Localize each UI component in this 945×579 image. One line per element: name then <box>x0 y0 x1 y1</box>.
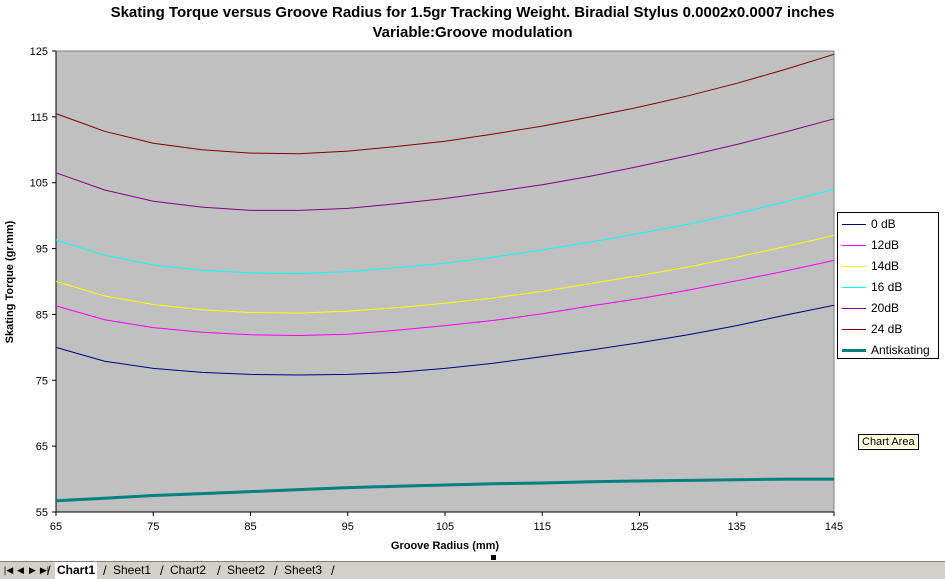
series-line-0-db <box>55 304 835 376</box>
legend-item[interactable]: Antiskating <box>842 341 930 359</box>
x-tick-label: 75 <box>147 521 159 533</box>
x-tick-label: 105 <box>436 521 454 533</box>
legend-swatch <box>842 244 866 246</box>
y-tick-label: 65 <box>36 441 48 453</box>
series-line-14db <box>55 234 835 314</box>
series-line-12db <box>55 259 835 337</box>
series-line-antiskating <box>55 477 834 503</box>
tab-nav-prev-icon[interactable]: ◀ <box>17 565 24 575</box>
tab-sheet1[interactable]: Sheet1 <box>113 563 152 577</box>
legend-swatch <box>842 265 866 267</box>
legend-item[interactable]: 12dB <box>842 236 899 254</box>
tab-separator: / <box>103 563 107 578</box>
series-line-16-db <box>55 188 835 275</box>
tab-separator: / <box>217 563 221 578</box>
x-tick-label: 125 <box>630 521 648 533</box>
legend-swatch <box>842 348 866 352</box>
chart-subtitle: Variable:Groove modulation <box>372 24 573 41</box>
legend-swatch <box>842 286 866 288</box>
tab-separator: / <box>274 563 278 578</box>
legend-label: 20dB <box>871 301 900 315</box>
x-axis-label: Groove Radius (mm) <box>390 540 500 552</box>
chart-title: Skating Torque versus Groove Radius for … <box>110 4 835 21</box>
tab-nav-first-icon[interactable]: |◀ <box>3 565 14 575</box>
legend-item[interactable]: 20dB <box>842 299 899 317</box>
y-tick-label: 85 <box>36 309 48 321</box>
legend-item[interactable]: 24 dB <box>842 320 902 338</box>
legend-label: 12dB <box>871 238 900 252</box>
legend-swatch <box>842 307 866 309</box>
y-tick-label: 125 <box>30 46 48 58</box>
y-tick-label: 95 <box>36 244 48 256</box>
legend-label: 24 dB <box>871 322 903 336</box>
x-tick-label: 65 <box>50 521 62 533</box>
legend-item[interactable]: 0 dB <box>842 215 896 233</box>
x-tick-label: 115 <box>533 521 551 533</box>
x-tick-label: 95 <box>342 521 354 533</box>
legend-item[interactable]: 14dB <box>842 257 899 275</box>
tab-separator: / <box>331 563 335 578</box>
legend-label: 14dB <box>871 259 900 273</box>
y-tick-label: 115 <box>30 112 48 124</box>
y-axis-label: Skating Torque (gr.mm) <box>4 220 16 344</box>
plot-area <box>55 50 835 513</box>
legend-label: Antiskating <box>871 343 930 357</box>
x-tick-label: 135 <box>728 521 746 533</box>
y-tick-label: 75 <box>36 375 48 387</box>
legend-item[interactable]: 16 dB <box>842 278 902 296</box>
tab-nav-last-icon[interactable]: ▶| <box>39 565 50 575</box>
tab-nav-next-icon[interactable]: ▶ <box>29 565 36 575</box>
series-line-20db <box>55 118 835 211</box>
tab-separator: / <box>160 563 164 578</box>
tab-separator: / <box>47 563 51 578</box>
legend[interactable]: 0 dB 12dB 14dB 16 dB 20dB 24 dB Antiskating <box>837 212 939 359</box>
legend-label: 0 dB <box>871 217 896 231</box>
chart-area[interactable]: Skating Torque versus Groove Radius for … <box>0 0 945 561</box>
tab-sheet2[interactable]: Sheet2 <box>227 563 266 577</box>
tab-chart1[interactable]: Chart1 <box>55 562 98 579</box>
tab-sheet3[interactable]: Sheet3 <box>284 563 323 577</box>
legend-swatch <box>842 328 866 330</box>
legend-label: 16 dB <box>871 280 903 294</box>
selection-handle[interactable] <box>491 555 496 560</box>
y-tick-label: 55 <box>36 507 48 519</box>
sheet-tab-bar: |◀ ◀ ▶ ▶| / Chart1/Sheet1/Chart2/Sheet2/Sheet… <box>0 561 945 579</box>
y-tick-label: 105 <box>30 178 48 190</box>
x-tick-label: 85 <box>244 521 256 533</box>
chart-area-tooltip: Chart Area <box>858 434 919 450</box>
x-tick-label: 145 <box>825 521 843 533</box>
series-line-24-db <box>55 53 835 155</box>
tab-chart2[interactable]: Chart2 <box>170 563 207 577</box>
legend-swatch <box>842 223 866 225</box>
